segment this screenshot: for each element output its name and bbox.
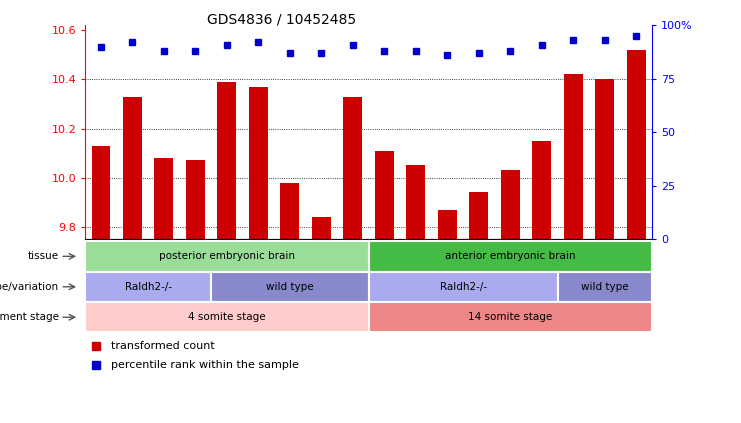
Bar (501, 170, 520, 239)
Text: genotype/variation: genotype/variation (0, 282, 59, 292)
Text: tissue: tissue (27, 251, 59, 261)
Bar (312, 217, 330, 239)
Text: Raldh2-/-: Raldh2-/- (439, 282, 487, 292)
Text: percentile rank within the sample: percentile rank within the sample (111, 360, 299, 370)
Bar (218, 82, 236, 239)
Text: wild type: wild type (581, 282, 628, 292)
Text: wild type: wild type (266, 282, 313, 292)
Bar (470, 192, 488, 239)
Bar (627, 50, 646, 239)
Bar (438, 209, 456, 239)
Bar (280, 182, 299, 239)
Bar (186, 160, 205, 239)
Text: posterior embryonic brain: posterior embryonic brain (159, 251, 295, 261)
Text: 14 somite stage: 14 somite stage (468, 312, 553, 322)
Bar (595, 80, 614, 239)
Bar (249, 87, 268, 239)
Bar (564, 74, 582, 239)
Bar (406, 165, 425, 239)
Text: 4 somite stage: 4 somite stage (188, 312, 266, 322)
Text: Raldh2-/-: Raldh2-/- (124, 282, 172, 292)
Bar (123, 96, 142, 239)
Text: transformed count: transformed count (111, 341, 215, 352)
Bar (154, 158, 173, 239)
Bar (92, 146, 110, 239)
Text: anterior embryonic brain: anterior embryonic brain (445, 251, 576, 261)
Bar (375, 151, 393, 239)
Bar (532, 141, 551, 239)
Bar (344, 96, 362, 239)
Text: development stage: development stage (0, 312, 59, 322)
Text: GDS4836 / 10452485: GDS4836 / 10452485 (207, 13, 356, 27)
